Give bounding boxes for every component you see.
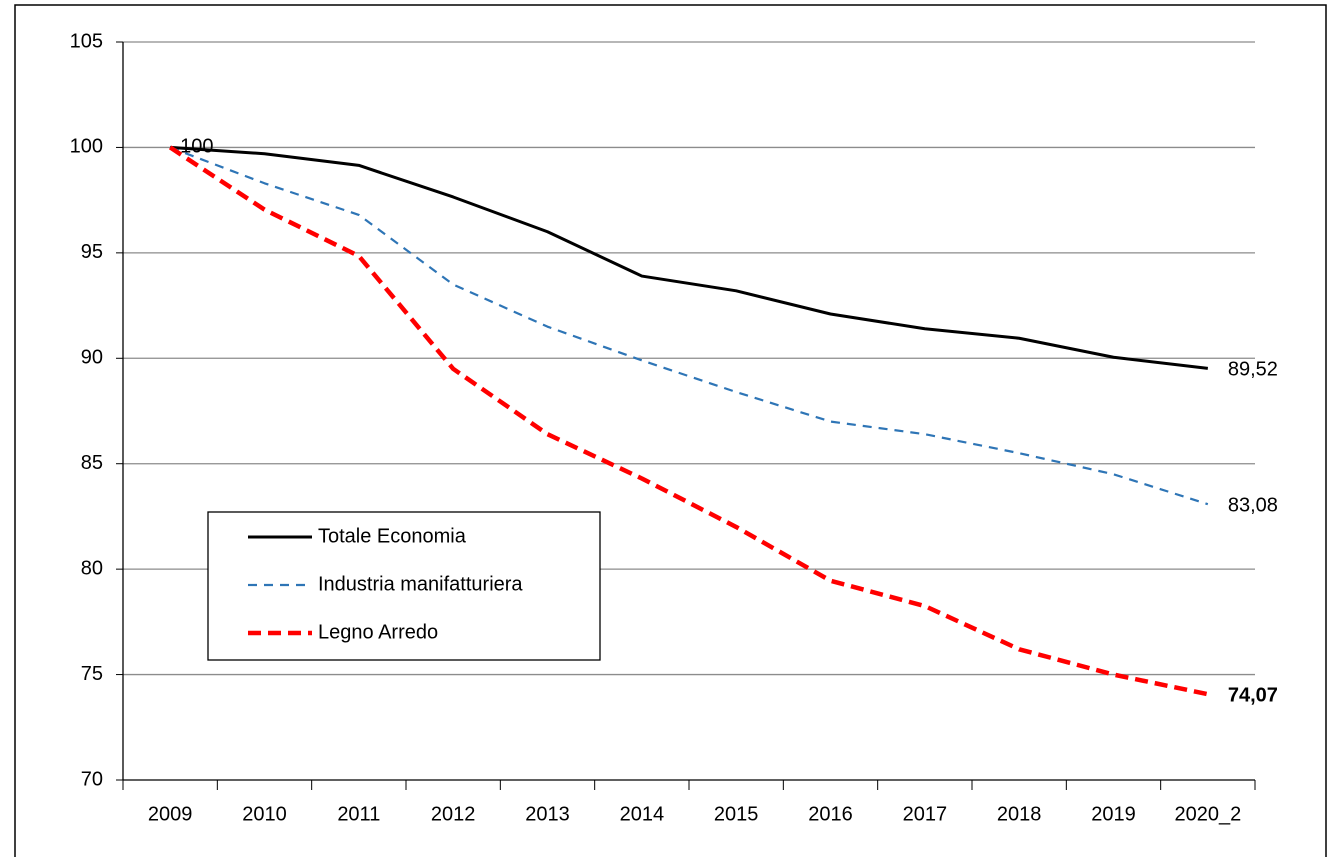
data-label: 83,08 <box>1228 494 1278 516</box>
data-label: 74,07 <box>1228 684 1278 706</box>
x-tick-label: 2013 <box>525 803 570 825</box>
x-tick-label: 2018 <box>997 803 1042 825</box>
x-tick-label: 2015 <box>714 803 759 825</box>
y-tick-label: 70 <box>81 768 103 790</box>
y-tick-label: 105 <box>70 30 103 52</box>
y-tick-label: 95 <box>81 241 103 263</box>
x-tick-label: 2014 <box>620 803 665 825</box>
series-line <box>170 145 1209 370</box>
x-tick-label: 2020_2 <box>1174 803 1241 825</box>
y-tick-label: 100 <box>70 136 103 158</box>
y-tick-label: 85 <box>81 452 103 474</box>
series-line <box>169 146 1209 506</box>
x-tick-label: 2016 <box>808 803 853 825</box>
x-tick-label: 2012 <box>431 803 476 825</box>
data-label: 89,52 <box>1228 359 1278 381</box>
y-tick-label: 90 <box>81 347 103 369</box>
series-line <box>168 145 1209 697</box>
y-tick-label: 80 <box>81 557 103 579</box>
frame <box>14 4 1327 857</box>
legend-label: Totale Economia <box>318 525 467 547</box>
y-tick-label: 75 <box>81 663 103 685</box>
legend-label: Industria manifatturiera <box>318 573 523 595</box>
data-label: 100 <box>180 136 213 158</box>
x-tick-label: 2019 <box>1091 803 1136 825</box>
x-tick-label: 2011 <box>337 803 380 825</box>
x-tick-label: 2010 <box>242 803 287 825</box>
x-tick-label: 2017 <box>903 803 948 825</box>
x-tick-label: 2009 <box>148 803 193 825</box>
legend-label: Legno Arredo <box>318 621 438 643</box>
